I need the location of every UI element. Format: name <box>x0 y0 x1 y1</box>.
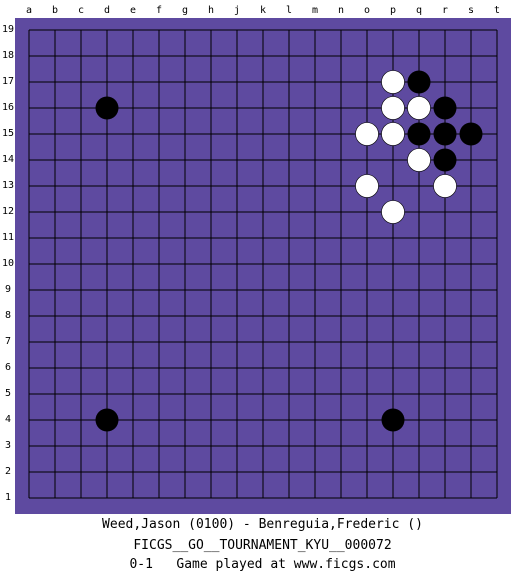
row-label-5: 5 <box>4 388 12 399</box>
grid-lines <box>28 29 498 499</box>
column-label-d: d <box>103 5 111 16</box>
white-stone-r13[interactable] <box>433 174 457 198</box>
black-stone-r15[interactable] <box>433 122 457 146</box>
column-label-h: h <box>207 5 215 16</box>
column-label-q: q <box>415 5 423 16</box>
result-line: 0-1 Game played at www.ficgs.com <box>129 557 396 572</box>
row-label-6: 6 <box>4 362 12 373</box>
column-label-p: p <box>389 5 397 16</box>
black-stone-s15[interactable] <box>459 122 483 146</box>
column-label-e: e <box>129 5 137 16</box>
row-label-14: 14 <box>1 154 15 165</box>
row-label-2: 2 <box>4 466 12 477</box>
row-label-10: 10 <box>1 258 15 269</box>
row-label-13: 13 <box>1 180 15 191</box>
column-label-s: s <box>467 5 475 16</box>
column-label-a: a <box>25 5 33 16</box>
row-label-1: 1 <box>4 492 12 503</box>
column-label-o: o <box>363 5 371 16</box>
white-stone-p16[interactable] <box>381 96 405 120</box>
row-label-3: 3 <box>4 440 12 451</box>
column-label-f: f <box>155 5 163 16</box>
column-label-r: r <box>441 5 449 16</box>
white-stone-q14[interactable] <box>407 148 431 172</box>
column-label-k: k <box>259 5 267 16</box>
row-label-11: 11 <box>1 232 15 243</box>
row-label-18: 18 <box>1 50 15 61</box>
white-stone-p15[interactable] <box>381 122 405 146</box>
row-label-17: 17 <box>1 76 15 87</box>
black-stone-r16[interactable] <box>433 96 457 120</box>
row-label-19: 19 <box>1 24 15 35</box>
row-label-7: 7 <box>4 336 12 347</box>
players-line: Weed,Jason (0100) - Benreguia,Frederic (… <box>102 517 423 532</box>
black-stone-d16[interactable] <box>95 96 119 120</box>
column-label-b: b <box>51 5 59 16</box>
column-label-g: g <box>181 5 189 16</box>
column-label-n: n <box>337 5 345 16</box>
row-label-15: 15 <box>1 128 15 139</box>
column-label-c: c <box>77 5 85 16</box>
white-stone-p17[interactable] <box>381 70 405 94</box>
black-stone-q17[interactable] <box>407 70 431 94</box>
event-line: FICGS__GO__TOURNAMENT_KYU__000072 <box>133 538 392 553</box>
black-stone-d4[interactable] <box>95 408 119 432</box>
row-label-12: 12 <box>1 206 15 217</box>
black-stone-p4[interactable] <box>381 408 405 432</box>
white-stone-o15[interactable] <box>355 122 379 146</box>
row-label-4: 4 <box>4 414 12 425</box>
row-label-16: 16 <box>1 102 15 113</box>
column-label-t: t <box>493 5 501 16</box>
white-stone-o13[interactable] <box>355 174 379 198</box>
row-label-8: 8 <box>4 310 12 321</box>
column-label-j: j <box>233 5 241 16</box>
column-label-m: m <box>311 5 319 16</box>
black-stone-q15[interactable] <box>407 122 431 146</box>
white-stone-q16[interactable] <box>407 96 431 120</box>
column-label-l: l <box>285 5 293 16</box>
white-stone-p12[interactable] <box>381 200 405 224</box>
row-label-9: 9 <box>4 284 12 295</box>
black-stone-r14[interactable] <box>433 148 457 172</box>
